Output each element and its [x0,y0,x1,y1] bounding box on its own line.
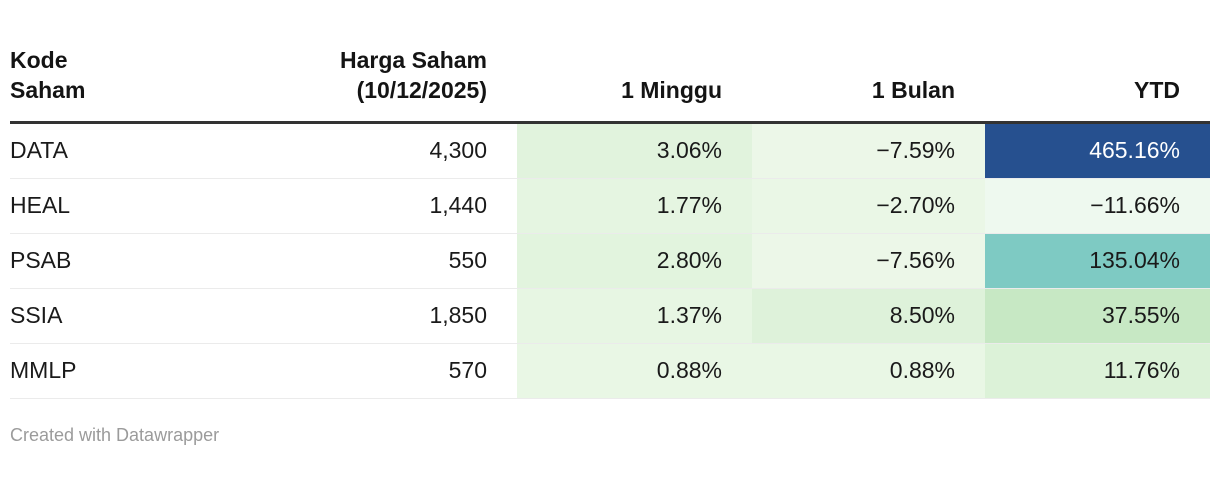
cell-kode: MMLP [10,343,290,399]
table-row: SSIA 1,850 1.37% 8.50% 37.55% [10,288,1210,344]
col-header-harga-saham: Harga Saham (10/12/2025) [290,0,517,124]
cell-ytd: 11.76% [985,343,1210,399]
cell-kode: DATA [10,122,290,179]
cell-harga: 570 [290,343,517,399]
cell-bulan: −2.70% [752,178,985,234]
cell-kode: SSIA [10,288,290,344]
cell-minggu: 3.06% [517,122,752,179]
cell-minggu: 1.37% [517,288,752,344]
cell-bulan: −7.59% [752,122,985,179]
table-row: HEAL 1,440 1.77% −2.70% −11.66% [10,178,1210,234]
cell-minggu: 0.88% [517,343,752,399]
chart-container: Kode Saham Harga Saham (10/12/2025) 1 Mi… [10,0,1210,445]
cell-bulan: −7.56% [752,233,985,289]
cell-ytd: 37.55% [985,288,1210,344]
cell-ytd: −11.66% [985,178,1210,234]
stock-performance-table: Kode Saham Harga Saham (10/12/2025) 1 Mi… [10,0,1210,399]
cell-harga: 550 [290,233,517,289]
col-header-1-minggu: 1 Minggu [517,0,752,124]
datawrapper-credit[interactable]: Created with Datawrapper [10,424,220,445]
cell-harga: 4,300 [290,122,517,179]
table-row: PSAB 550 2.80% −7.56% 135.04% [10,233,1210,289]
cell-kode: PSAB [10,233,290,289]
col-header-1-bulan: 1 Bulan [752,0,985,124]
cell-bulan: 0.88% [752,343,985,399]
table-header: Kode Saham Harga Saham (10/12/2025) 1 Mi… [10,0,1210,124]
table-row: MMLP 570 0.88% 0.88% 11.76% [10,343,1210,399]
cell-kode: HEAL [10,178,290,234]
cell-harga: 1,440 [290,178,517,234]
table-body: DATA 4,300 3.06% −7.59% 465.16% HEAL 1,4… [10,122,1210,399]
cell-harga: 1,850 [290,288,517,344]
cell-minggu: 1.77% [517,178,752,234]
cell-ytd: 465.16% [985,122,1210,179]
table-row: DATA 4,300 3.06% −7.59% 465.16% [10,122,1210,179]
cell-bulan: 8.50% [752,288,985,344]
col-header-ytd: YTD [985,0,1210,124]
col-header-kode-saham: Kode Saham [10,0,290,124]
cell-ytd: 135.04% [985,233,1210,289]
cell-minggu: 2.80% [517,233,752,289]
